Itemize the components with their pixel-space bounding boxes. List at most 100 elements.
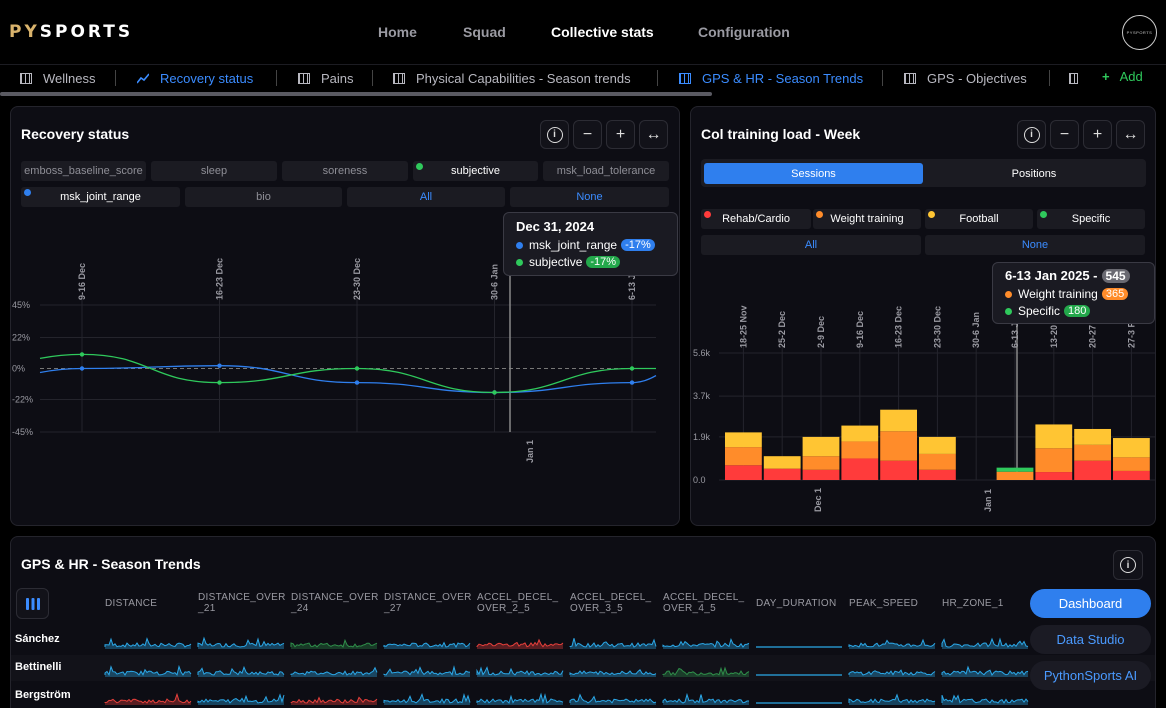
expand-button[interactable]: ↔ (1116, 120, 1145, 149)
logo[interactable]: PYSPORTS (9, 22, 134, 42)
column-header-line: DISTANCE (105, 598, 158, 609)
tooltip-date: 6-13 Jan 2025 - (1005, 268, 1098, 283)
legend-chip-weight[interactable]: Weight training (813, 209, 921, 229)
zoom-in-button[interactable]: + (606, 120, 635, 149)
nav-squad[interactable]: Squad (463, 24, 506, 40)
x-tick-label: 13-20 (1049, 325, 1059, 348)
training-load-tooltip: 6-13 Jan 2025 -545 Weight training 365 Sp… (992, 262, 1155, 324)
column-header[interactable]: HR_ZONE_1 (942, 598, 1004, 609)
tab-label: Wellness (43, 70, 96, 86)
select-none-button[interactable]: None (510, 187, 669, 207)
sparkline-area (663, 694, 749, 705)
x-bottom-label: Jan 1 (983, 489, 993, 512)
legend-chip-football[interactable]: Football (925, 209, 1033, 229)
select-all-button[interactable]: All (701, 235, 921, 255)
bar-Rehab/Cardio (725, 465, 762, 480)
add-tab-button[interactable]: + Add (1102, 69, 1143, 84)
minus-icon: − (582, 125, 593, 143)
add-label: Add (1119, 69, 1143, 84)
dashboard-button[interactable]: Dashboard (1030, 589, 1151, 618)
data-studio-button[interactable]: Data Studio (1030, 625, 1151, 654)
column-header[interactable]: DISTANCE_OVER _27 (384, 592, 472, 614)
tab-label: GPS - Objectives (927, 70, 1027, 86)
tab-wellness[interactable]: Wellness (20, 70, 96, 86)
metric-chip[interactable]: emboss_baseline_score (21, 161, 146, 181)
x-tick-label: 23-30 Dec (352, 258, 362, 300)
bar-Weight training (919, 453, 956, 470)
bar-Football (880, 409, 917, 432)
gps-hr-title: GPS & HR - Season Trends (21, 556, 201, 572)
info-icon: i (1023, 126, 1040, 143)
metric-chip[interactable]: msk_load_tolerance (543, 161, 669, 181)
columns-button[interactable] (16, 588, 49, 619)
column-header[interactable]: DISTANCE_OVER _24 (291, 592, 379, 614)
tab-recovery-status[interactable]: Recovery status (137, 70, 253, 86)
nav-collective-stats[interactable]: Collective stats (551, 24, 654, 40)
info-button[interactable]: i (1113, 550, 1143, 580)
tooltip-row: Specific 180 (1005, 304, 1142, 318)
player-name[interactable]: Bergström (15, 689, 71, 701)
info-button[interactable]: i (540, 120, 569, 149)
nav-home[interactable]: Home (378, 24, 417, 40)
main-nav: Home Squad Collective stats Configuratio… (0, 24, 1166, 42)
column-header[interactable]: ACCEL_DECEL_ OVER_4_5 (663, 592, 744, 614)
column-header[interactable]: DISTANCE_OVER _21 (198, 592, 286, 614)
sparkline-area (105, 694, 191, 705)
zoom-out-button[interactable]: − (1050, 120, 1079, 149)
player-name[interactable]: Bettinelli (15, 661, 62, 673)
column-header-line: _27 (384, 603, 402, 614)
bar-Rehab/Cardio (802, 469, 840, 480)
legend-chip-rehab[interactable]: Rehab/Cardio (701, 209, 811, 229)
column-header[interactable]: PEAK_SPEED (849, 598, 918, 609)
sparkline (848, 638, 936, 648)
sparkline (569, 668, 657, 676)
bar-Weight training (880, 431, 917, 461)
legend-dot (516, 258, 523, 266)
sparkline (941, 694, 1029, 704)
expand-button[interactable]: ↔ (639, 120, 668, 149)
metric-chip[interactable]: sleep (151, 161, 277, 181)
metric-chip[interactable]: soreness (282, 161, 408, 181)
column-header-line: DISTANCE_OVER (291, 592, 379, 603)
y-tick-label: 45% (12, 300, 30, 310)
select-all-button[interactable]: All (347, 187, 505, 207)
recovery-line-chart[interactable]: 45% 22% 0% -22% -45% 9-16 Dec 16-23 Dec 23-30 D… (10, 250, 680, 480)
avatar[interactable]: PYSPORTS (1122, 15, 1157, 50)
tab-label: Pains (321, 70, 354, 86)
legend-chip-specific[interactable]: Specific (1037, 209, 1145, 229)
bar-Rehab/Cardio (880, 460, 917, 480)
tab-gps-objectives[interactable]: GPS - Objectives (904, 70, 1027, 86)
legend-dot (516, 241, 523, 249)
column-header[interactable]: DAY_DURATION (756, 598, 836, 609)
positions-option[interactable]: Positions (1011, 167, 1057, 180)
tab-pains[interactable]: Pains (298, 70, 354, 86)
y-tick-label: -22% (12, 395, 33, 405)
column-header[interactable]: ACCEL_DECEL_ OVER_3_5 (570, 592, 651, 614)
tab-gps-hr-trends[interactable]: GPS & HR - Season Trends (679, 70, 863, 86)
zoom-in-button[interactable]: + (1083, 120, 1112, 149)
column-header[interactable]: ACCEL_DECEL_ OVER_2_5 (477, 592, 558, 614)
select-none-button[interactable]: None (925, 235, 1145, 255)
data-point (217, 380, 222, 385)
training-load-bar-chart[interactable]: 5.6k 3.7k 1.9k 0.0 18-25 Nov 25-2 Dec 2-9 Dec 9… (691, 290, 1155, 520)
sparkline (197, 636, 285, 648)
pythonsports-ai-button[interactable]: PythonSports AI (1030, 661, 1151, 690)
x-tick-label: 9-16 Dec (855, 311, 865, 348)
info-button[interactable]: i (1017, 120, 1046, 149)
tabs-scrollbar[interactable] (0, 92, 712, 96)
metric-chip[interactable]: bio (185, 187, 342, 207)
bar-Rehab/Cardio (1113, 470, 1150, 480)
tab-more[interactable] (1069, 70, 1089, 86)
sparkline (662, 692, 750, 704)
column-header[interactable]: DISTANCE (105, 598, 157, 609)
tab-physical-capabilities[interactable]: Physical Capabilities - Season trends (393, 70, 631, 86)
player-name[interactable]: Sánchez (15, 633, 60, 645)
sparkline-area (849, 694, 935, 705)
nav-configuration[interactable]: Configuration (698, 24, 790, 40)
sessions-option[interactable]: Sessions (704, 163, 923, 184)
zoom-out-button[interactable]: − (573, 120, 602, 149)
sparkline-area (570, 669, 656, 677)
series-line-subjective (39, 353, 656, 394)
metric-chip-selected[interactable]: msk_joint_range (21, 187, 180, 207)
metric-chip-selected[interactable]: subjective (413, 161, 538, 181)
